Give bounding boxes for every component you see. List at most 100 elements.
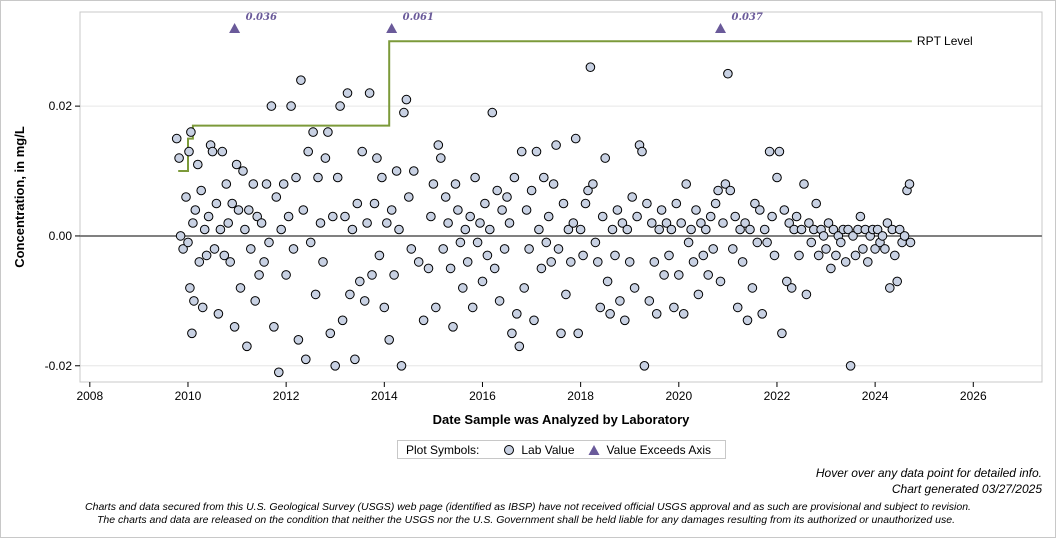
lab-value-point[interactable]: 2010.78, 0.008 <box>221 179 232 189</box>
lab-value-point[interactable]: 2013.95, 0.009 <box>377 172 387 183</box>
lab-value-point[interactable]: 2017.05, -0.013 <box>529 315 539 326</box>
lab-value-point[interactable]: 2013.25, 0.022 <box>342 88 353 98</box>
lab-value-point[interactable]: 2024.50, 0.001 <box>894 224 905 235</box>
lab-value-point[interactable]: 2024.72, -0.001 <box>905 237 916 248</box>
lab-value-point[interactable]: 2013.45, 0.005 <box>352 198 363 209</box>
lab-value-point[interactable]: 2017.75, 0.001 <box>563 224 574 235</box>
lab-value-point[interactable]: 2019.90, -0.011 <box>669 302 679 313</box>
lab-value-point[interactable]: 2017.40, -0.004 <box>546 257 557 267</box>
lab-value-point[interactable]: 2019.45, 0.002 <box>647 218 657 228</box>
lab-value-point[interactable]: 2021.20, -0.011 <box>732 302 743 313</box>
lab-value-point[interactable]: 2017.50, 0.014 <box>551 140 561 150</box>
lab-value-point[interactable]: 2012.65, 0.009 <box>313 172 323 183</box>
lab-value-point[interactable]: 2014.35, -0.02 <box>396 361 407 371</box>
lab-value-point[interactable]: 2010.99, 0.011 <box>231 159 242 170</box>
lab-value-point[interactable]: 2018.65, 0.001 <box>607 224 618 235</box>
lab-value-point[interactable]: 2010.27, 0.007 <box>196 185 206 196</box>
lab-value-points[interactable]: 2009.77, 0.0152009.82, 0.0122009.85, 020… <box>171 62 916 378</box>
lab-value-point[interactable]: 2019.05, 0.006 <box>627 192 638 202</box>
lab-value-point[interactable]: 2013.30, -0.009 <box>345 289 355 300</box>
lab-value-point[interactable]: 2023.70, 0.003 <box>855 211 866 222</box>
lab-value-point[interactable]: 2016.55, 0.002 <box>504 218 515 228</box>
lab-value-point[interactable]: 2012.55, 0.016 <box>308 127 318 137</box>
lab-value-point[interactable]: 2018.80, -0.01 <box>615 296 625 306</box>
lab-value-point[interactable]: 2024.05, 0.001 <box>872 224 883 235</box>
lab-value-point[interactable]: 2013.55, 0.013 <box>357 146 368 157</box>
lab-value-point[interactable]: 2023.20, -0.003 <box>831 250 841 261</box>
lab-value-point[interactable]: 2022.10, -0.015 <box>777 328 787 339</box>
lab-value-point[interactable]: 2011.65, -0.001 <box>264 237 274 248</box>
lab-value-point[interactable]: 2015.40, -0.014 <box>448 322 458 332</box>
lab-value-point[interactable]: 2020.65, 0.003 <box>705 211 716 222</box>
lab-value-point[interactable]: 2020.80, 0.007 <box>713 185 723 196</box>
lab-value-point[interactable]: 2017.30, -0.001 <box>541 237 552 248</box>
lab-value-point[interactable]: 2013.00, -0.02 <box>330 361 341 371</box>
lab-value-point[interactable]: 2023.75, -0.002 <box>858 244 868 254</box>
lab-value-point[interactable]: 2012.30, 0.024 <box>296 75 306 85</box>
lab-value-point[interactable]: 2015.60, -0.008 <box>458 283 468 293</box>
lab-value-point[interactable]: 2018.85, 0.002 <box>617 218 628 228</box>
lab-value-point[interactable]: 2010.08, -0.015 <box>187 328 197 339</box>
lab-value-point[interactable]: 2016.20, 0.019 <box>487 107 498 118</box>
lab-value-point[interactable]: 2014.60, 0.01 <box>409 166 419 176</box>
lab-value-point[interactable]: 2018.50, 0.012 <box>600 153 611 163</box>
lab-value-point[interactable]: 2023.00, -0.002 <box>821 244 831 254</box>
lab-value-point[interactable]: 2013.70, 0.022 <box>364 88 375 98</box>
lab-value-point[interactable]: 2012.45, 0.013 <box>303 146 314 157</box>
lab-value-point[interactable]: 2017.65, 0.005 <box>558 198 569 209</box>
lab-value-point[interactable]: 2021.00, 0.025 <box>723 68 733 79</box>
exceeds-axis-markers[interactable]: 0.036 0.061 0.037 <box>229 12 763 33</box>
lab-value-point[interactable]: 2021.30, -0.004 <box>737 257 748 267</box>
lab-value-point[interactable]: 2010.02, 0.013 <box>184 146 194 157</box>
lab-value-point[interactable]: 2009.77, 0.015 <box>171 133 182 144</box>
lab-value-point[interactable]: 2013.20, 0.003 <box>340 211 350 222</box>
lab-value-point[interactable]: 2018.25, 0.008 <box>588 179 598 189</box>
lab-value-point[interactable]: 2021.15, 0.003 <box>730 211 741 222</box>
lab-value-point[interactable]: 2014.45, 0.021 <box>401 94 412 105</box>
lab-value-point[interactable]: 2020.85, -0.007 <box>715 276 726 287</box>
lab-value-point[interactable]: 2019.15, 0.003 <box>632 211 642 222</box>
lab-value-point[interactable]: 2022.70, -0.001 <box>806 237 817 248</box>
lab-value-point[interactable]: 2015.05, -0.011 <box>431 302 441 313</box>
lab-value-point[interactable]: 2019.35, 0.005 <box>642 198 652 209</box>
lab-value-point[interactable]: 2010.95, -0.014 <box>229 322 240 332</box>
lab-value-point[interactable]: 2021.35, 0.002 <box>740 218 750 228</box>
lab-value-point[interactable]: 2015.85, 0.009 <box>470 172 480 183</box>
lab-value-point[interactable]: 2016.30, 0.007 <box>492 185 503 196</box>
lab-value-point[interactable]: 2012.90, -0.015 <box>325 328 336 339</box>
lab-value-point[interactable]: 2009.82, 0.012 <box>174 153 184 163</box>
lab-value-point[interactable]: 2024.00, -0.002 <box>870 244 880 254</box>
lab-value-point[interactable]: 2011.45, -0.006 <box>254 270 264 280</box>
lab-value-point[interactable]: 2022.60, -0.009 <box>801 289 812 300</box>
lab-value-point[interactable]: 2017.55, -0.002 <box>553 244 564 254</box>
lab-value-point[interactable]: 2022.85, -0.003 <box>813 250 824 261</box>
lab-value-point[interactable]: 2012.15, -0.002 <box>288 244 299 254</box>
lab-value-point[interactable]: 2023.15, 0.001 <box>828 224 839 235</box>
lab-value-point[interactable]: 2014.15, 0.004 <box>386 205 397 215</box>
lab-value-point[interactable]: 2010.00, -0.001 <box>183 237 193 248</box>
lab-value-point[interactable]: 2013.90, -0.003 <box>374 250 385 261</box>
lab-value-point[interactable]: 2011.80, 0.006 <box>271 192 282 202</box>
lab-value-point[interactable]: 2020.55, 0.001 <box>701 224 711 235</box>
lab-value-point[interactable]: 2011.90, 0.001 <box>276 224 287 235</box>
lab-value-point[interactable]: 2019.85, 0.001 <box>666 224 677 235</box>
lab-value-point[interactable]: 2013.60, -0.01 <box>359 296 370 306</box>
lab-value-point[interactable]: 2016.85, -0.008 <box>519 283 530 293</box>
exceeds-axis-marker[interactable] <box>386 23 398 33</box>
lab-value-point[interactable]: 2016.05, 0.005 <box>480 198 490 209</box>
lab-value-point[interactable]: 2018.20, 0.026 <box>585 62 596 72</box>
lab-value-point[interactable]: 2015.50, 0.004 <box>453 205 463 215</box>
lab-value-point[interactable]: 2014.55, -0.002 <box>406 244 417 254</box>
lab-value-point[interactable]: 2019.40, -0.01 <box>644 296 655 306</box>
lab-value-point[interactable]: 2020.95, 0.008 <box>720 179 731 189</box>
lab-value-point[interactable]: 2019.25, 0.013 <box>637 146 647 157</box>
lab-value-point[interactable]: 2011.07, -0.008 <box>235 283 246 293</box>
lab-value-point[interactable]: 2020.60, -0.006 <box>703 270 714 280</box>
lab-value-point[interactable]: 2016.10, -0.003 <box>482 250 493 261</box>
lab-value-point[interactable]: 2011.33, 0.008 <box>248 179 259 189</box>
lab-value-point[interactable]: 2021.05, 0.007 <box>725 185 736 196</box>
lab-value-point[interactable]: 2020.75, 0.005 <box>710 198 721 209</box>
lab-value-point[interactable]: 2019.70, -0.006 <box>659 270 669 280</box>
lab-value-point[interactable]: 2010.66, 0.001 <box>215 224 226 235</box>
lab-value-point[interactable]: 2013.85, 0.012 <box>372 153 382 163</box>
